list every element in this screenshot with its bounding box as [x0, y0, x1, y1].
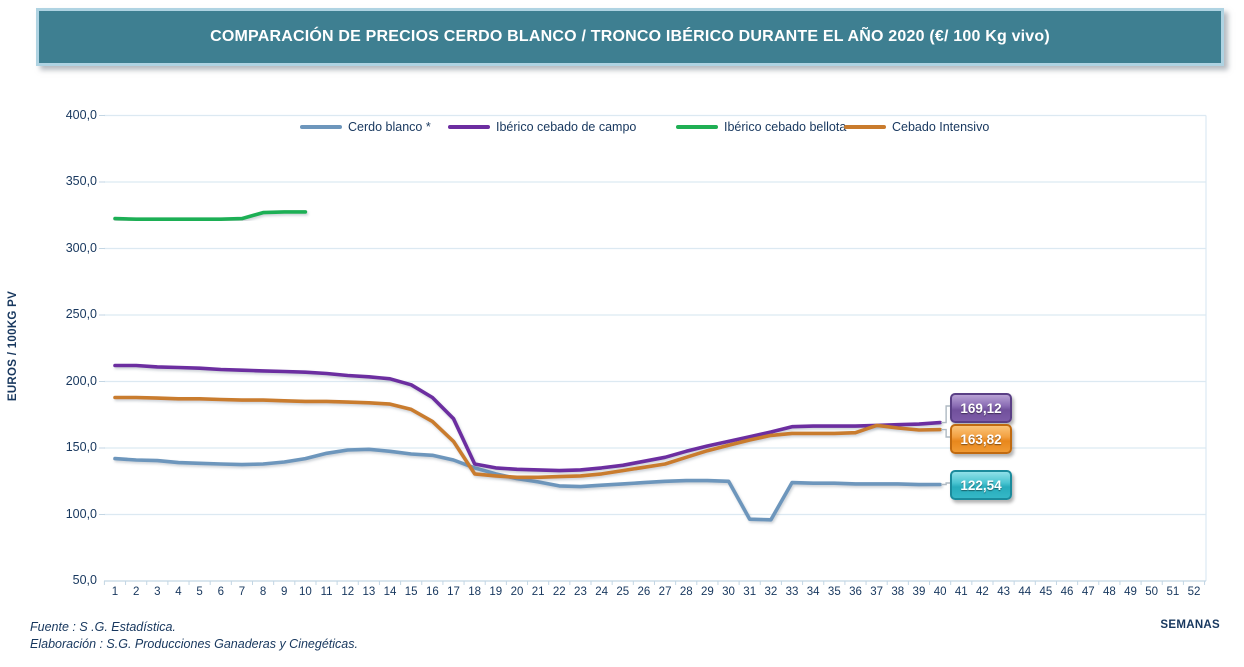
x-tick-label: 15	[404, 586, 418, 598]
x-tick-label: 5	[196, 586, 203, 598]
x-tick-label: 31	[743, 586, 757, 598]
legend-label: Ibérico cebado de campo	[496, 120, 637, 134]
x-tick-label: 4	[175, 586, 182, 598]
legend-label: Cerdo blanco *	[348, 120, 431, 134]
x-tick-label: 26	[637, 586, 651, 598]
x-tick-label: 22	[552, 586, 566, 598]
x-tick-label: 11	[320, 586, 333, 598]
y-tick-label: 100,0	[65, 506, 97, 521]
legend-swatch	[844, 124, 886, 130]
x-tick-label: 48	[1102, 586, 1116, 598]
y-tick-label: 300,0	[65, 240, 97, 255]
legend-label: Cebado Intensivo	[892, 120, 990, 134]
legend-label: Ibérico cebado bellota	[724, 120, 847, 134]
x-tick-label: 27	[658, 586, 672, 598]
y-tick-label: 400,0	[65, 107, 97, 122]
x-tick-label: 8	[259, 586, 267, 598]
x-tick-label: 9	[281, 586, 288, 598]
x-tick-label: 19	[489, 586, 503, 598]
x-tick-label: 16	[425, 586, 439, 598]
x-tick-label: 40	[933, 586, 947, 598]
x-tick-label: 36	[849, 586, 862, 598]
series-line-cebado-intensivo	[113, 395, 942, 480]
x-tick-label: 39	[912, 586, 926, 598]
x-tick-label: 20	[510, 586, 524, 598]
legend-swatch	[676, 124, 718, 130]
x-tick-label: 6	[217, 586, 224, 598]
x-tick-label: 49	[1124, 586, 1137, 598]
y-tick-label: 150,0	[65, 440, 97, 454]
value-callout-orange: 163,82	[950, 424, 1012, 454]
x-tick-label: 46	[1060, 586, 1074, 598]
x-tick-label: 50	[1145, 586, 1159, 598]
x-tick-label: 47	[1081, 586, 1095, 598]
value-callout-purple: 169,12	[950, 393, 1012, 423]
x-tick-label: 23	[574, 586, 587, 598]
y-tick-label: 350,0	[65, 174, 97, 188]
callout-leader	[941, 428, 950, 438]
x-tick-label: 43	[997, 586, 1010, 598]
callout-leader	[941, 405, 950, 424]
legend-swatch	[448, 124, 490, 130]
x-tick-label: 29	[700, 586, 714, 598]
x-tick-label: 28	[679, 586, 693, 598]
y-tick-label: 50,0	[72, 573, 97, 587]
legend-item-2: Ibérico cebado de campo	[448, 119, 636, 135]
legend-item-4: Cebado Intensivo	[844, 119, 989, 135]
series-line-ib-rico-cebado-de-campo	[113, 363, 942, 473]
x-tick-label: 18	[468, 586, 482, 598]
x-tick-label: 13	[362, 586, 376, 598]
x-tick-label: 21	[531, 586, 545, 598]
elaboration-note: Elaboración : S.G. Producciones Ganadera…	[30, 637, 358, 651]
x-tick-label: 10	[299, 586, 312, 598]
x-tick-label: 45	[1039, 586, 1053, 598]
x-tick-label: 33	[785, 586, 799, 598]
x-tick-label: 35	[827, 586, 841, 598]
series-line-cerdo-blanco	[113, 447, 942, 522]
x-tick-label: 17	[447, 586, 460, 598]
value-callout-cyan: 122,54	[950, 470, 1012, 500]
x-tick-label: 42	[976, 586, 989, 598]
source-note: Fuente : S .G. Estadística.	[30, 620, 176, 634]
x-tick-label: 24	[595, 586, 608, 598]
x-tick-label: 37	[870, 586, 884, 598]
x-tick-label: 51	[1166, 586, 1180, 598]
chart-title: COMPARACIÓN DE PRECIOS CERDO BLANCO / TR…	[210, 28, 1050, 45]
x-tick-label: 7	[238, 586, 246, 598]
x-tick-label: 38	[891, 586, 905, 598]
y-tick-label: 200,0	[65, 373, 97, 388]
y-tick-label: 250,0	[65, 307, 97, 321]
x-tick-label: 30	[722, 586, 735, 598]
x-tick-label: 14	[383, 586, 397, 598]
legend-item-3: Ibérico cebado bellota	[676, 119, 846, 135]
x-tick-label: 34	[806, 586, 820, 598]
legend-swatch	[300, 124, 342, 130]
callout-leader	[941, 482, 950, 486]
x-tick-label: 32	[764, 586, 778, 598]
legend: Cerdo blanco * Ibérico cebado de campo Ibé…	[0, 119, 1244, 137]
x-tick-label: 44	[1018, 586, 1032, 598]
legend-item-1: Cerdo blanco *	[300, 119, 431, 135]
x-tick-label: 2	[132, 586, 140, 598]
x-tick-label: 3	[154, 586, 161, 598]
footer-notes: Fuente : S .G. Estadística. Elaboración …	[30, 619, 358, 653]
x-tick-label: 52	[1187, 586, 1201, 598]
x-tick-label: 12	[341, 586, 355, 598]
x-axis-title: SEMANAS	[1160, 619, 1220, 631]
x-tick-label: 1	[111, 586, 119, 598]
series-line-ib-rico-cebado-bellota	[113, 210, 308, 221]
title-bar: COMPARACIÓN DE PRECIOS CERDO BLANCO / TR…	[36, 8, 1224, 66]
x-tick-label: 25	[616, 586, 630, 598]
x-tick-label: 41	[954, 586, 968, 598]
